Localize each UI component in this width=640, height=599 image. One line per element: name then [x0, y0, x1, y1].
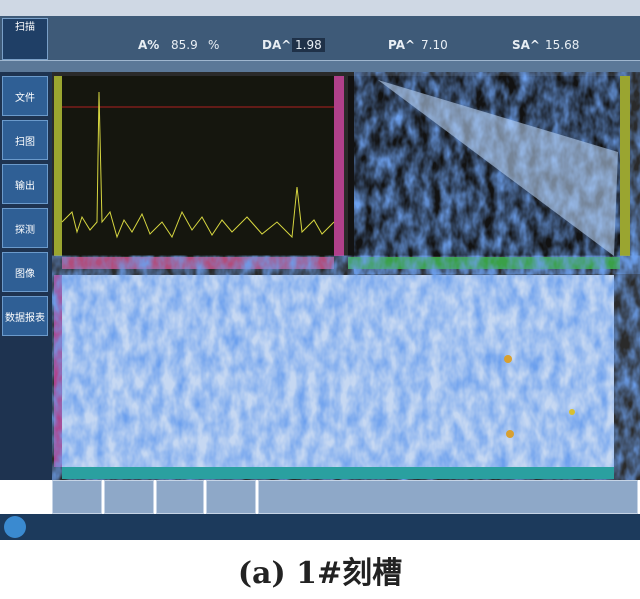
c-texture — [62, 275, 614, 467]
readout-value: 85.9 — [171, 38, 198, 52]
menu-item[interactable]: 扫图 — [2, 120, 48, 160]
s-ruler — [620, 76, 630, 256]
c-ruler — [54, 275, 62, 467]
menu-item[interactable]: 探测 — [2, 208, 48, 248]
button[interactable] — [52, 480, 102, 514]
menu-item[interactable]: 数据报表 — [2, 296, 48, 336]
readout-value: 1.98 — [292, 38, 325, 52]
s-sector-tint — [378, 80, 618, 256]
scan-views — [52, 72, 640, 480]
indication — [504, 355, 512, 363]
readout-label: SA^ — [512, 38, 540, 52]
a-waveform — [61, 91, 335, 239]
button[interactable] — [104, 480, 154, 514]
readout-label: DA^ — [262, 38, 292, 52]
readout-unit: % — [208, 38, 220, 52]
title-bar — [0, 0, 640, 16]
a-x-ruler — [62, 257, 334, 269]
menu-item[interactable]: 文件 — [2, 76, 48, 116]
indication — [569, 409, 575, 415]
toolbar — [0, 60, 640, 73]
s-x-ruler — [348, 257, 620, 269]
a-ruler — [54, 76, 62, 256]
start-button[interactable] — [4, 516, 26, 538]
button[interactable] — [206, 480, 256, 514]
a-gate-ruler — [334, 76, 344, 256]
button[interactable] — [156, 480, 204, 514]
a-scan — [62, 76, 342, 256]
readout-label: A% — [138, 38, 160, 52]
c-x-ruler — [62, 467, 614, 479]
readout-label: PA^ — [388, 38, 416, 52]
menu-item[interactable]: 图像 — [2, 252, 48, 292]
indication — [506, 430, 514, 438]
button[interactable] — [258, 480, 638, 514]
readout-value: 15.68 — [545, 38, 580, 52]
taskbar — [0, 514, 640, 540]
menu-item[interactable]: 输出 — [2, 164, 48, 204]
mode-box: 扫描 — [2, 18, 48, 60]
caption: (a) 1#刻槽 — [237, 556, 403, 591]
readout-value: 7.10 — [421, 38, 448, 52]
